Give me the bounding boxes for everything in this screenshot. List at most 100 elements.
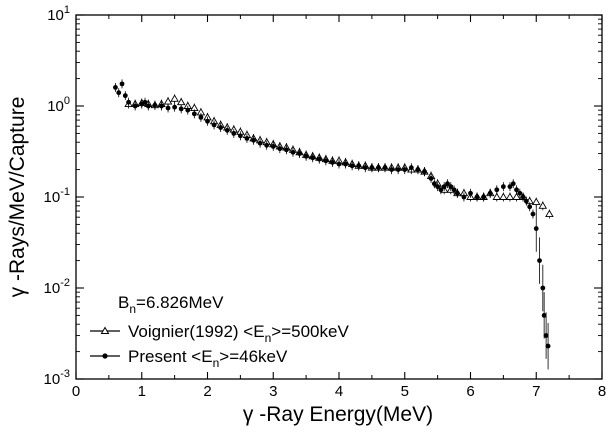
tick-labels: 0 1 2 3 4 5 6 7 8 10-3 10-2 10-1 100 101: [44, 4, 607, 400]
x-tick-label: 8: [598, 383, 606, 400]
data-point-present: [530, 211, 536, 217]
series-present: [113, 79, 551, 370]
x-tick-label: 4: [335, 383, 343, 400]
data-point-present: [461, 194, 467, 200]
data-point-present: [527, 204, 533, 210]
data-point-present: [356, 163, 362, 169]
data-point-present: [376, 165, 381, 171]
data-point-present: [244, 136, 250, 141]
data-point-present: [237, 133, 243, 139]
data-point-present: [481, 194, 487, 200]
data-point-present: [142, 99, 148, 105]
x-tick-label: 2: [203, 383, 211, 400]
data-point-present: [172, 104, 178, 110]
data-point-present: [395, 167, 401, 173]
data-point-present: [454, 190, 460, 196]
data-point-present: [290, 149, 296, 155]
x-tick-label: 0: [72, 383, 80, 400]
data-point-present: [474, 194, 480, 200]
plot-marks: [113, 79, 554, 370]
data-point-present: [520, 194, 526, 200]
data-point-present: [500, 184, 506, 190]
data-point-present: [336, 161, 342, 167]
data-point-present: [224, 127, 230, 133]
data-point-present: [369, 165, 375, 171]
data-point-present: [428, 176, 434, 181]
data-point-present: [487, 190, 493, 196]
data-point-present: [330, 160, 335, 165]
data-point-present: [507, 184, 513, 190]
data-point-voignier: [545, 209, 554, 217]
data-point-voignier: [170, 94, 179, 102]
data-point-present: [389, 167, 394, 173]
data-point-present: [205, 118, 210, 124]
data-point-present: [402, 167, 408, 173]
data-point-present: [231, 130, 237, 136]
data-point-present: [468, 190, 473, 196]
y-tick-label: 10-3: [44, 368, 70, 388]
data-point-present: [349, 163, 355, 169]
data-point-present: [218, 125, 224, 130]
legend-marker-voignier: [100, 326, 110, 334]
x-tick-label: 7: [532, 383, 540, 400]
data-point-present: [310, 155, 316, 161]
data-point-present: [382, 165, 388, 171]
data-point-present: [451, 187, 457, 193]
x-tick-label: 1: [138, 383, 146, 400]
data-point-present: [435, 184, 441, 190]
x-tick-label: 3: [269, 383, 277, 400]
series-voignier: [124, 94, 554, 219]
data-point-present: [251, 137, 256, 143]
legend: Bn=6.826MeV Voignier(1992) <En>=500keV P…: [90, 293, 349, 370]
data-point-present: [441, 184, 447, 190]
data-point-present: [152, 102, 158, 108]
data-point-present: [270, 143, 276, 149]
data-point-present: [448, 184, 454, 190]
data-point-present: [122, 93, 128, 99]
data-point-present: [316, 156, 322, 162]
data-point-present: [540, 285, 546, 291]
bn-annotation: Bn=6.826MeV: [118, 293, 224, 316]
data-point-present: [543, 333, 549, 338]
data-point-present: [113, 85, 118, 90]
data-point-present: [284, 147, 289, 153]
axis-ticks: [75, 14, 603, 380]
data-point-present: [415, 167, 421, 173]
x-axis-label: γ -Ray Energy(MeV): [243, 403, 433, 426]
x-tick-label: 5: [401, 383, 409, 400]
data-point-present: [523, 198, 529, 204]
y-tick-label: 10-2: [44, 277, 70, 297]
data-point-present: [408, 165, 414, 171]
data-point-present: [343, 161, 348, 167]
data-point-present: [297, 151, 302, 156]
data-point-present: [257, 140, 263, 146]
data-point-voignier: [538, 201, 548, 209]
data-point-present: [422, 169, 427, 175]
data-point-voignier: [505, 192, 515, 200]
data-point-present: [277, 146, 283, 152]
data-point-voignier: [512, 192, 521, 200]
data-point-present: [431, 181, 437, 187]
data-point-present: [323, 158, 329, 164]
y-tick-label: 100: [47, 95, 70, 115]
data-point-present: [445, 181, 450, 187]
data-point-present: [126, 99, 131, 105]
data-point-present: [264, 142, 270, 148]
data-point-present: [211, 122, 217, 128]
data-point-present: [533, 226, 539, 231]
data-point-voignier: [163, 97, 173, 105]
data-point-present: [116, 90, 122, 96]
data-point-present: [198, 114, 204, 120]
legend-label-present: Present <En>=46keV: [128, 347, 288, 370]
data-point-present: [510, 181, 516, 187]
data-point-present: [165, 105, 171, 111]
data-point-present: [159, 103, 164, 109]
data-point-present: [362, 165, 368, 171]
data-point-present: [514, 187, 519, 193]
data-point-present: [303, 153, 309, 159]
data-point-present: [537, 258, 542, 264]
data-point-present: [132, 103, 138, 109]
data-point-present: [145, 103, 151, 109]
legend-marker-present: [102, 353, 108, 359]
